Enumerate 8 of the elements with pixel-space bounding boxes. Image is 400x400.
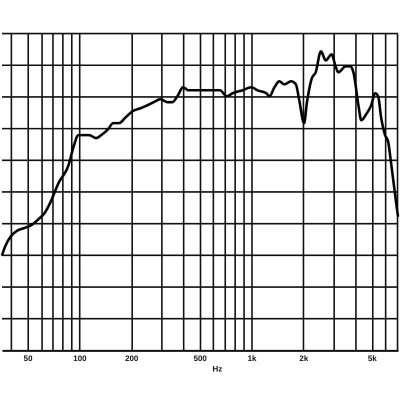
x-tick-label: 500 xyxy=(194,354,208,363)
x-axis-title: Hz xyxy=(212,364,222,374)
x-tick-label: 2k xyxy=(299,354,309,363)
x-tick-label: 5k xyxy=(368,354,378,363)
x-tick-label: 50 xyxy=(24,354,34,363)
x-tick-label: 100 xyxy=(73,354,88,363)
x-tick-label: 200 xyxy=(125,354,139,363)
x-tick-label: 1k xyxy=(248,354,257,363)
